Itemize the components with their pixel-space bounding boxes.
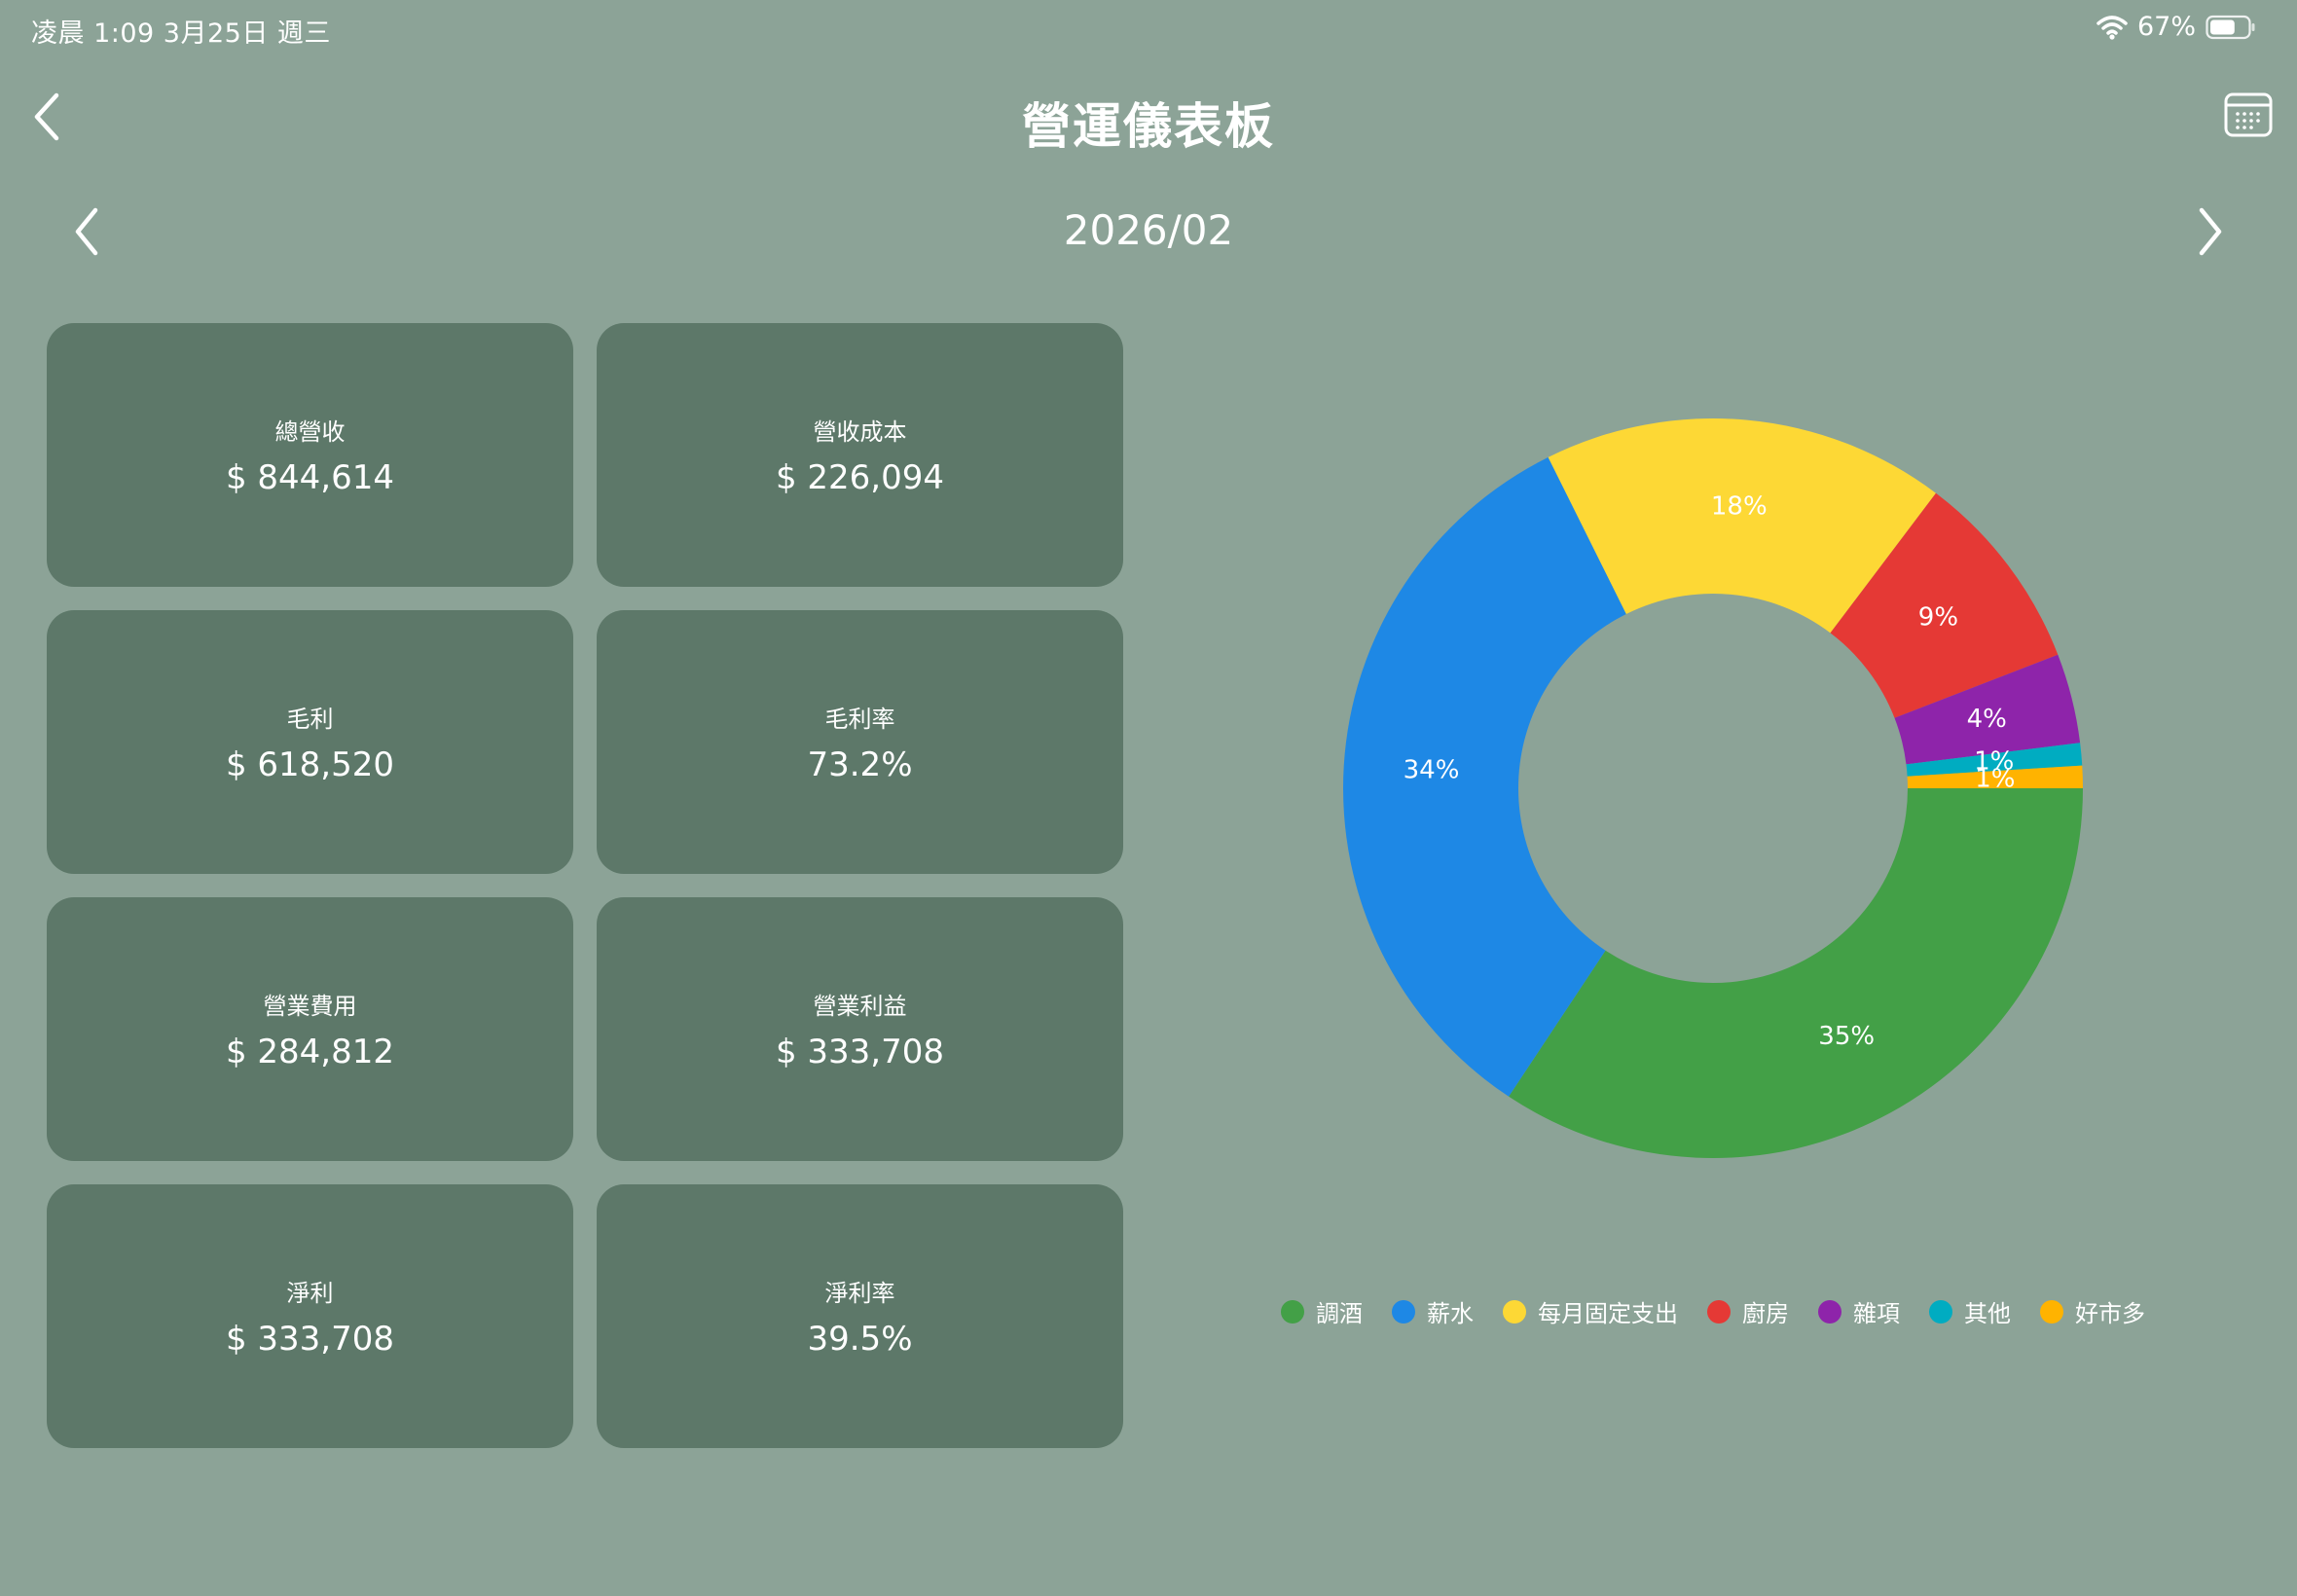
- legend-dot: [1503, 1299, 1526, 1324]
- next-month-button[interactable]: [2190, 202, 2229, 261]
- card-value: $ 226,094: [775, 458, 945, 497]
- card-value: $ 333,708: [775, 1033, 945, 1071]
- month-label: 2026/02: [1063, 206, 1234, 254]
- donut-slice-label-1: 34%: [1404, 756, 1460, 785]
- legend-item-2[interactable]: 每月固定支出: [1503, 1294, 1678, 1328]
- back-button[interactable]: [27, 88, 70, 146]
- card-cost-of-revenue: 營收成本 $ 226,094: [597, 323, 1123, 587]
- donut-slice-2[interactable]: [1548, 417, 1937, 634]
- legend-item-1[interactable]: 薪水: [1392, 1294, 1474, 1328]
- legend-label: 雜項: [1853, 1300, 1900, 1327]
- donut-slice-label-6: 1%: [1975, 765, 2015, 794]
- legend-item-3[interactable]: 廚房: [1707, 1294, 1789, 1328]
- header: 營運儀表板: [0, 78, 2297, 165]
- card-label: 毛利: [286, 706, 334, 733]
- legend-label: 調酒: [1316, 1300, 1363, 1327]
- donut-slice-label-5: 1%: [1974, 747, 2014, 777]
- card-gross-profit: 毛利 $ 618,520: [47, 610, 573, 874]
- donut-slice-label-2: 18%: [1711, 492, 1768, 522]
- legend-item-0[interactable]: 調酒: [1281, 1294, 1363, 1328]
- legend-dot: [2040, 1299, 2063, 1324]
- legend-item-4[interactable]: 雜項: [1818, 1294, 1900, 1328]
- prev-month-button[interactable]: [68, 202, 107, 261]
- legend-label: 每月固定支出: [1538, 1300, 1678, 1327]
- card-value: $ 333,708: [225, 1320, 395, 1359]
- donut-slice-label-4: 4%: [1967, 705, 2007, 734]
- card-value: 73.2%: [807, 745, 913, 784]
- legend-dot: [1707, 1299, 1731, 1324]
- donut-slice-6[interactable]: [1907, 765, 2083, 788]
- card-label: 營業費用: [263, 993, 357, 1020]
- status-time: 凌晨 1:09 3月25日 週三: [31, 18, 331, 49]
- card-net-income: 淨利 $ 333,708: [47, 1184, 573, 1448]
- card-operating-income: 營業利益 $ 333,708: [597, 897, 1123, 1161]
- legend-label: 廚房: [1742, 1300, 1789, 1327]
- legend-label: 薪水: [1427, 1300, 1474, 1327]
- legend-label: 好市多: [2075, 1300, 2145, 1327]
- donut-slice-3[interactable]: [1830, 492, 2059, 718]
- card-operating-expenses: 營業費用 $ 284,812: [47, 897, 573, 1161]
- card-gross-margin: 毛利率 73.2%: [597, 610, 1123, 874]
- summary-cards: 總營收 $ 844,614 營收成本 $ 226,094 毛利 $ 618,52…: [47, 323, 1127, 1448]
- card-label: 總營收: [274, 418, 346, 446]
- card-total-revenue: 總營收 $ 844,614: [47, 323, 573, 587]
- page-title: 營運儀表板: [1022, 98, 1275, 155]
- status-bar: 凌晨 1:09 3月25日 週三 67%: [0, 0, 2297, 62]
- card-label: 營業利益: [813, 993, 907, 1020]
- donut-slice-1[interactable]: [1343, 456, 1626, 1097]
- legend-item-6[interactable]: 好市多: [2040, 1294, 2145, 1328]
- donut-slice-4[interactable]: [1894, 654, 2081, 765]
- donut-slice-label-0: 35%: [1818, 1022, 1875, 1051]
- legend-dot: [1392, 1299, 1415, 1324]
- legend-dot: [1818, 1299, 1841, 1324]
- card-value: $ 284,812: [225, 1033, 395, 1071]
- card-label: 淨利: [286, 1280, 334, 1307]
- calendar-icon[interactable]: [2223, 90, 2274, 140]
- month-navigation: 2026/02: [0, 195, 2297, 272]
- card-value: $ 844,614: [225, 458, 395, 497]
- battery-icon: [2206, 15, 2255, 39]
- card-value: 39.5%: [807, 1320, 913, 1359]
- legend-label: 其他: [1964, 1300, 2011, 1327]
- legend-dot: [1929, 1299, 1952, 1324]
- donut-slice-0[interactable]: [1509, 788, 2083, 1158]
- card-value: $ 618,520: [225, 745, 395, 784]
- donut-slice-5[interactable]: [1906, 743, 2083, 777]
- expense-donut-chart: 35% 34% 18% 9% 4% 1% 1%: [1333, 409, 2093, 1168]
- donut-chart-svg: 35% 34% 18% 9% 4% 1%1%: [1343, 417, 2083, 1158]
- legend-item-5[interactable]: 其他: [1929, 1294, 2011, 1328]
- card-label: 毛利率: [824, 706, 895, 733]
- chart-legend: 調酒 薪水 每月固定支出 廚房 雜項 其他 好市多: [1256, 1294, 2170, 1328]
- status-indicators: 67%: [2096, 12, 2256, 42]
- card-label: 營收成本: [813, 418, 907, 446]
- card-label: 淨利率: [824, 1280, 895, 1307]
- battery-percent: 67%: [2136, 12, 2196, 42]
- donut-slice-label-3: 9%: [1918, 603, 1958, 633]
- legend-dot: [1281, 1299, 1304, 1324]
- wifi-icon: [2096, 15, 2128, 40]
- card-net-margin: 淨利率 39.5%: [597, 1184, 1123, 1448]
